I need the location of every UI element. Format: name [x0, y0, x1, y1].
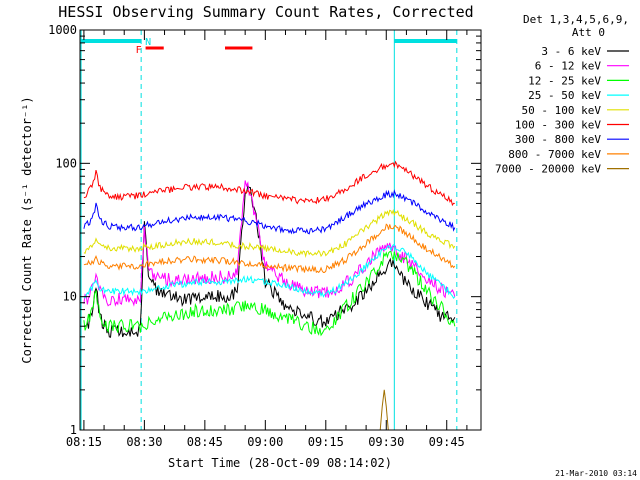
observing-markers: NF [80, 30, 458, 430]
series-line-8 [379, 389, 389, 430]
date-stamp: 21-Mar-2010 03:14 [555, 469, 637, 478]
legend-label-8: 7000 - 20000 keV [495, 163, 601, 176]
legend-label-1: 6 - 12 keV [535, 60, 602, 73]
x-tick-label-6: 09:45 [429, 435, 465, 449]
y-tick-label-0: 1 [70, 423, 77, 437]
legend-label-6: 300 - 800 keV [515, 133, 601, 146]
series-line-1 [83, 180, 456, 307]
legend-label-0: 3 - 6 keV [541, 45, 601, 58]
y-axis: 1 10 100 1000 [48, 23, 481, 437]
series-line-4 [83, 208, 456, 259]
x-tick-label-3: 09:00 [247, 435, 283, 449]
legend-label-2: 12 - 25 keV [528, 74, 601, 87]
legend-label-3: 25 - 50 keV [528, 89, 601, 102]
x-axis: 08:15 08:30 08:45 09:00 09:15 09:30 09:45 [66, 30, 468, 449]
legend-label-4: 50 - 100 keV [522, 104, 602, 117]
x-tick-label-1: 08:30 [126, 435, 162, 449]
legend-label-5: 100 - 300 keV [515, 119, 601, 132]
flare-marker-label: F [136, 45, 142, 56]
plot-frame [79, 29, 482, 431]
y-tick-label-3: 1000 [48, 23, 77, 37]
y-axis-label: Corrected Count Rate (s⁻¹ detector⁻¹) [20, 96, 34, 363]
y-tick-label-1: 10 [63, 290, 77, 304]
y-tick-label-2: 100 [55, 156, 77, 170]
chart-title: HESSI Observing Summary Count Rates, Cor… [58, 3, 473, 21]
series-line-5 [83, 160, 455, 207]
series-line-3 [83, 243, 456, 300]
x-tick-label-5: 09:30 [368, 435, 404, 449]
series-line-6 [83, 189, 456, 235]
legend-header-line-2: Att 0 [572, 26, 605, 39]
series-line-7 [83, 223, 456, 274]
series-line-2 [83, 250, 456, 337]
x-tick-label-2: 08:45 [187, 435, 223, 449]
legend-label-7: 800 - 7000 keV [508, 148, 601, 161]
x-tick-label-0: 08:15 [66, 435, 102, 449]
series-lines [83, 160, 456, 430]
legend: Det 1,3,4,5,6,9, Att 0 3 - 6 keV 6 - 12 k… [495, 13, 629, 176]
sunlight-marker-label: N [145, 37, 151, 48]
legend-header-line-1: Det 1,3,4,5,6,9, [523, 13, 629, 26]
x-axis-label: Start Time (28-Oct-09 08:14:02) [168, 456, 392, 470]
x-tick-label-4: 09:15 [308, 435, 344, 449]
